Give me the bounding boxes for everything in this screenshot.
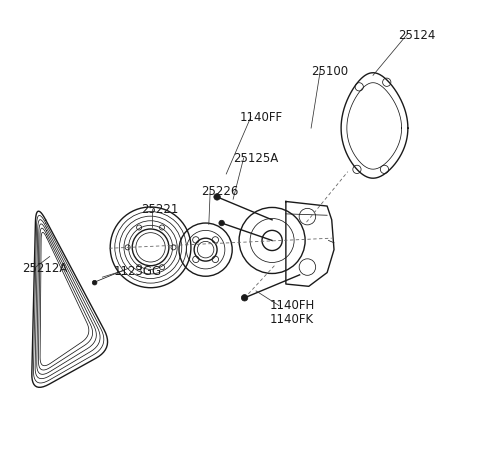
Text: 1140FF: 1140FF bbox=[240, 111, 283, 124]
Circle shape bbox=[219, 221, 225, 226]
Text: 25226: 25226 bbox=[201, 184, 239, 197]
Text: 1140FK: 1140FK bbox=[270, 312, 314, 325]
Text: 25125A: 25125A bbox=[233, 152, 278, 165]
Text: 1140FH: 1140FH bbox=[270, 298, 315, 312]
Text: 25212A: 25212A bbox=[22, 262, 68, 275]
Text: 25100: 25100 bbox=[311, 65, 348, 78]
Text: 1123GG: 1123GG bbox=[114, 264, 162, 277]
Circle shape bbox=[214, 194, 220, 201]
Text: 25124: 25124 bbox=[398, 28, 435, 41]
Text: 25221: 25221 bbox=[142, 202, 179, 215]
Circle shape bbox=[92, 281, 97, 285]
Circle shape bbox=[241, 295, 248, 302]
